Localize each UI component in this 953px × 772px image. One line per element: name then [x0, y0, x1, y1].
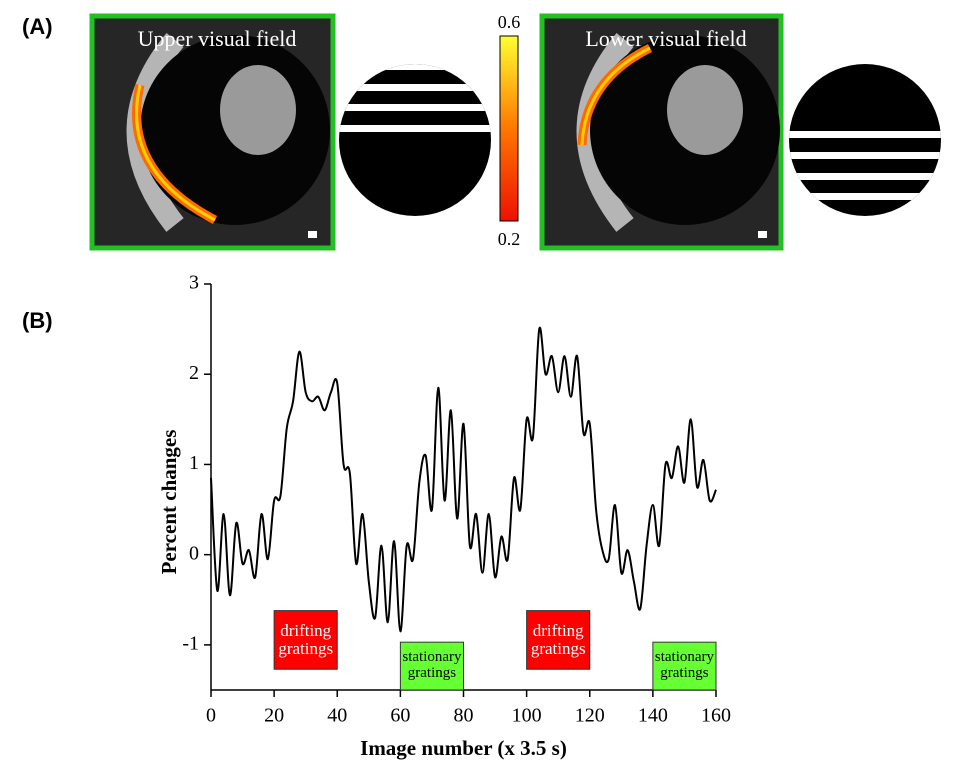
- y-axis-title: Percent changes: [157, 430, 181, 575]
- x-tick-label: 20: [264, 705, 284, 727]
- annotation-text: drifting gratings: [278, 621, 334, 658]
- x-tick-label: 140: [638, 705, 668, 727]
- colorbar: [499, 35, 519, 222]
- x-tick-label: 40: [327, 705, 347, 727]
- eye-image: [89, 13, 336, 251]
- stimulus: [339, 64, 491, 216]
- y-tick-label: 2: [189, 362, 199, 384]
- annotation: stationary gratings: [402, 649, 462, 682]
- y-tick-label: -1: [182, 632, 199, 654]
- eye-image: [539, 13, 784, 251]
- annotation-box: [652, 641, 717, 691]
- image-title: Lower visual field: [585, 26, 746, 51]
- y-tick-label: 3: [189, 272, 199, 294]
- x-tick-label: 0: [206, 705, 216, 727]
- panel-label: (B): [22, 308, 53, 333]
- annotation-text: stationary gratings: [654, 649, 715, 682]
- x-tick-label: 80: [454, 705, 474, 727]
- x-tick-label: 100: [512, 705, 542, 727]
- stimulus: [789, 64, 941, 216]
- image-title: Upper visual field: [138, 26, 297, 51]
- panel-label: (A): [22, 14, 53, 39]
- annotation: stationary gratings: [654, 649, 715, 682]
- annotation-text: stationary gratings: [402, 649, 462, 682]
- annotation: drifting gratings: [278, 621, 334, 658]
- annotation-text: drifting gratings: [530, 621, 586, 658]
- x-tick-label: 120: [575, 705, 605, 727]
- y-tick-label: 1: [189, 452, 199, 474]
- x-tick-label: 60: [390, 705, 410, 727]
- colorbar-min: 0.2: [498, 229, 521, 249]
- annotation: drifting gratings: [530, 621, 586, 658]
- y-tick-label: 0: [189, 542, 199, 564]
- x-axis-title: Image number (x 3.5 s): [360, 736, 567, 760]
- x-tick-label: 160: [701, 705, 731, 727]
- line: [210, 326, 717, 633]
- colorbar-max: 0.6: [498, 12, 521, 32]
- annotation-box: [399, 641, 464, 691]
- annotation-box: [526, 610, 591, 670]
- annotation-box: [273, 610, 338, 670]
